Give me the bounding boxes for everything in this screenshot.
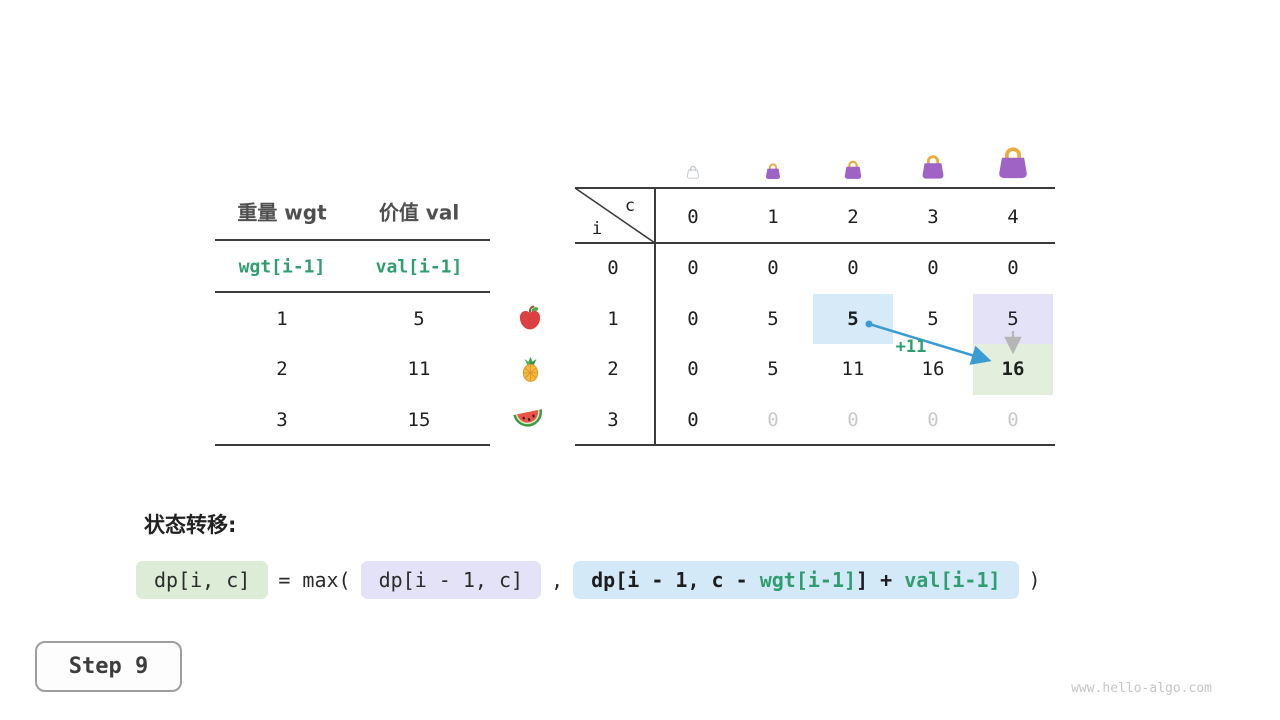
dp-row-header: 0 [607, 257, 619, 279]
arrow-label: +11 [895, 337, 927, 357]
bag-icon-capacity-1 [763, 161, 783, 180]
dp-cell: 0 [687, 358, 699, 380]
items-var-val: val[i-1] [375, 256, 463, 278]
dp-cell: 0 [1007, 409, 1019, 431]
formula-close: ) [1028, 568, 1041, 592]
dp-cell: 0 [687, 409, 699, 431]
dp-col-header: 2 [847, 206, 859, 228]
divider [575, 444, 1055, 446]
formula-op: = max( [278, 568, 351, 592]
dp-col-header: 3 [927, 206, 939, 228]
dp-cell: 0 [927, 409, 939, 431]
bag-icon-capacity-3 [918, 152, 948, 180]
item-val: 11 [407, 358, 431, 380]
apple-icon [516, 304, 544, 332]
pineapple-icon [517, 355, 544, 384]
divider [215, 444, 490, 446]
item-val: 15 [407, 409, 431, 431]
dp-cell: 0 [687, 308, 699, 330]
dp-cell: 0 [767, 409, 779, 431]
dp-cell: 5 [767, 358, 779, 380]
divider [215, 239, 490, 241]
items-col-header-wgt: 重量 wgt [237, 200, 327, 225]
item-wgt: 1 [276, 308, 288, 330]
dp-cell: 0 [767, 257, 779, 279]
dp-row-header: 1 [607, 308, 619, 330]
dp-cell: 0 [847, 257, 859, 279]
bag-icon-capacity-0 [685, 164, 701, 179]
formula-lhs: dp[i, c] [136, 561, 269, 599]
watermelon-icon [511, 405, 547, 433]
dp-col-header: 1 [767, 206, 779, 228]
transition-formula: dp[i, c] = max( dp[i - 1, c] , dp[i - 1,… [136, 558, 1041, 602]
transition-label: 状态转移: [144, 513, 237, 537]
dp-cell: 5 [927, 308, 939, 330]
formula-arg2-wgt: wgt[i-1] [759, 568, 857, 592]
formula-arg2-mid: ] + [856, 568, 905, 592]
dp-cell: 5 [767, 308, 779, 330]
item-wgt: 2 [276, 358, 288, 380]
dp-cell: 0 [1007, 257, 1019, 279]
bag-icon-capacity-2 [841, 158, 865, 180]
watermark: www.hello-algo.com [1071, 681, 1212, 696]
dp-corner-i: i [591, 219, 603, 239]
corner-diagonal [574, 187, 656, 244]
formula-arg2-val: val[i-1] [904, 568, 1001, 592]
dp-cell-above: 5 [1007, 308, 1019, 330]
dp-cell-source: 5 [847, 308, 859, 330]
dp-col-header: 0 [687, 206, 699, 228]
divider [575, 187, 1055, 189]
formula-comma: , [551, 568, 564, 592]
divider [575, 242, 1055, 244]
dp-cell: 16 [921, 358, 945, 380]
formula-arg2-prefix: dp[i - 1, c - [591, 568, 760, 592]
bag-icon-capacity-4 [993, 143, 1033, 180]
dp-row-header: 3 [607, 409, 619, 431]
items-col-header-val: 价值 val [378, 200, 460, 225]
step-badge: Step 9 [35, 641, 182, 692]
dp-row-header: 2 [607, 358, 619, 380]
dp-corner-c: c [624, 196, 636, 216]
item-wgt: 3 [276, 409, 288, 431]
dp-cell: 0 [847, 409, 859, 431]
dp-cell-current: 16 [1001, 358, 1025, 380]
formula-arg1: dp[i - 1, c] [360, 561, 542, 599]
divider [654, 187, 656, 446]
dp-col-header: 4 [1007, 206, 1019, 228]
formula-arg2: dp[i - 1, c - wgt[i-1]] + val[i-1] [573, 561, 1019, 599]
dp-cell: 11 [841, 358, 865, 380]
items-var-wgt: wgt[i-1] [238, 256, 326, 278]
item-val: 5 [413, 308, 425, 330]
dp-cell: 0 [687, 257, 699, 279]
dp-cell: 0 [927, 257, 939, 279]
divider [215, 291, 490, 293]
